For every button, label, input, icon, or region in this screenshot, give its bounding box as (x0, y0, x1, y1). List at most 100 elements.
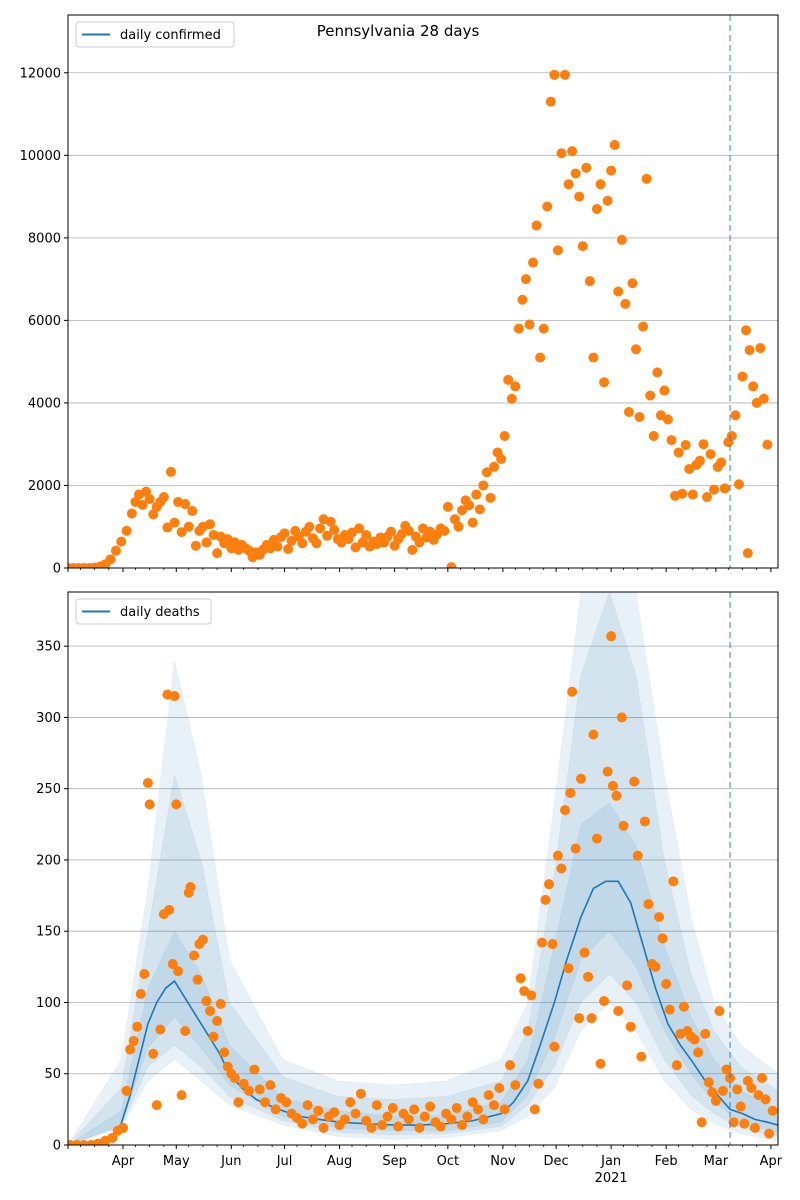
deaths-legend-box (75, 598, 212, 625)
data-point (171, 799, 182, 810)
data-point (515, 973, 526, 984)
data-point (265, 1080, 276, 1091)
data-point (451, 1102, 462, 1113)
data-point (616, 234, 627, 245)
data-point (307, 1114, 318, 1125)
data-point (702, 492, 712, 503)
data-point (128, 1035, 139, 1046)
data-point (661, 978, 672, 989)
data-point (588, 729, 599, 740)
data-point (638, 321, 649, 332)
data-point (169, 691, 180, 702)
data-point (607, 780, 618, 791)
data-point (627, 278, 638, 289)
data-point (602, 766, 613, 777)
data-point (678, 1001, 689, 1012)
data-point (238, 1078, 249, 1089)
data-point (233, 1097, 244, 1108)
data-point (741, 325, 752, 336)
data-point (606, 165, 617, 176)
data-point (197, 934, 208, 945)
data-point (659, 385, 670, 396)
data-point (570, 843, 581, 854)
data-point (595, 179, 606, 190)
y-tick-label: 10000 (20, 149, 61, 164)
y-tick-label: 300 (36, 711, 61, 726)
data-point (531, 220, 542, 231)
data-point (694, 455, 705, 466)
data-point (165, 466, 176, 477)
data-point (733, 479, 744, 490)
data-point (641, 173, 652, 184)
deaths-legend-label: daily deaths (120, 605, 200, 620)
data-point (760, 1094, 771, 1105)
data-point (496, 454, 507, 465)
x-tick-label: Jun (220, 1154, 241, 1169)
data-point (717, 1085, 728, 1096)
deaths-axes-frame (67, 591, 779, 1146)
data-point (183, 521, 194, 532)
data-point (425, 1101, 436, 1112)
data-point (709, 484, 720, 495)
data-point (560, 69, 570, 80)
data-point (673, 447, 684, 458)
data-point (311, 538, 322, 549)
data-point (481, 467, 492, 478)
y-tick-label: 12000 (20, 66, 61, 81)
data-point (126, 508, 137, 519)
data-point (618, 820, 629, 831)
data-point (125, 1044, 136, 1055)
data-point (574, 1013, 585, 1024)
data-point (499, 430, 510, 441)
data-point (107, 1132, 118, 1143)
data-point (414, 1122, 425, 1133)
data-point (671, 1060, 682, 1071)
data-point (632, 850, 643, 861)
data-point (739, 1118, 750, 1129)
data-point (599, 377, 610, 388)
deaths-legend: daily deaths (75, 598, 212, 625)
data-point (446, 1114, 457, 1125)
data-point (148, 1048, 159, 1059)
data-point (180, 1025, 191, 1036)
data-point (545, 96, 556, 107)
data-point (167, 958, 178, 969)
data-point (533, 1078, 544, 1089)
data-point (212, 1016, 223, 1027)
y-tick-label: 2000 (28, 479, 61, 494)
data-point (313, 1105, 324, 1116)
data-point (137, 499, 148, 510)
data-point (185, 882, 196, 893)
data-point (606, 631, 617, 642)
data-point (462, 1111, 473, 1122)
x-tick-label: Apr (760, 1154, 783, 1169)
data-point (574, 191, 585, 202)
data-point (517, 294, 528, 305)
data-point (728, 1117, 739, 1128)
data-point (489, 1100, 499, 1111)
data-point (613, 286, 624, 297)
data-point (625, 1021, 636, 1032)
data-point (634, 411, 645, 422)
data-point (629, 776, 640, 787)
y-tick-label: 4000 (28, 396, 61, 411)
data-point (139, 968, 150, 979)
data-point (144, 799, 155, 810)
data-point (105, 554, 116, 565)
data-point (588, 352, 599, 363)
data-point (666, 435, 677, 446)
data-point (173, 966, 184, 977)
data-point (513, 323, 524, 334)
data-point (700, 1028, 711, 1039)
data-point (730, 410, 741, 421)
deaths-marks (68, 592, 778, 1145)
data-point (142, 777, 153, 788)
data-point (453, 521, 464, 532)
data-point (524, 319, 535, 330)
confirmed-marks (68, 69, 773, 568)
data-point (581, 162, 592, 173)
data-point (169, 517, 180, 528)
data-point (549, 1041, 560, 1052)
data-point (325, 516, 336, 527)
